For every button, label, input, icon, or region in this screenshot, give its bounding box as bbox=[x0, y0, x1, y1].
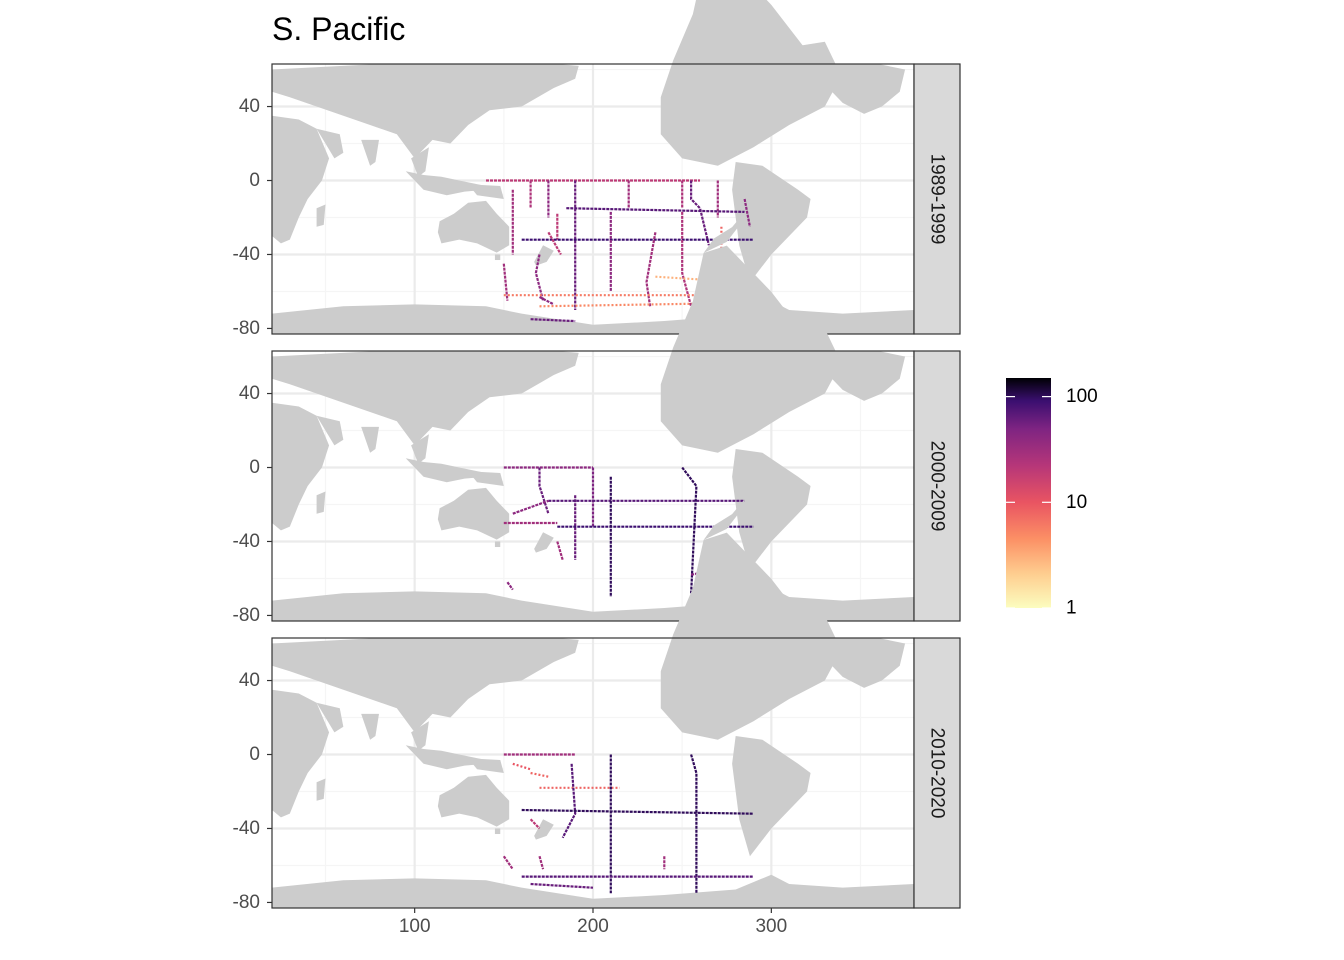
legend: 1 10 100 bbox=[1006, 378, 1098, 619]
data-track bbox=[502, 263, 509, 301]
legend-ticks: 1 10 100 bbox=[1006, 386, 1098, 619]
data-track bbox=[561, 763, 577, 839]
facet-panels: 1989-1999400-40-802000-2009400-40-802010… bbox=[233, 0, 961, 913]
chart-title: S. Pacific bbox=[272, 11, 405, 47]
facet-panel: 1989-1999 40 0 -40 -80 bbox=[233, 0, 961, 339]
data-track bbox=[681, 466, 698, 594]
data-track bbox=[506, 581, 514, 591]
x-axis: 100 200 300 bbox=[399, 908, 787, 937]
data-track bbox=[521, 808, 754, 815]
facet-strip-label: 2000-2009 bbox=[927, 441, 948, 532]
facet-strip bbox=[913, 637, 961, 909]
y-tick-label: 0 bbox=[249, 744, 260, 765]
x-tick-label: 100 bbox=[399, 916, 431, 937]
facet-strip-label: 2010-2020 bbox=[927, 728, 948, 819]
legend-label: 100 bbox=[1066, 386, 1098, 407]
facet-panel: 2010-2020 40 0 -40 -80 bbox=[233, 499, 961, 913]
data-track bbox=[534, 254, 545, 301]
y-tick-label: 40 bbox=[239, 383, 260, 404]
data-track bbox=[512, 499, 549, 515]
x-tick-label: 300 bbox=[755, 916, 787, 937]
y-tick-label: 40 bbox=[239, 670, 260, 691]
data-track bbox=[529, 818, 541, 830]
data-track bbox=[530, 882, 594, 889]
data-track bbox=[743, 198, 751, 227]
data-track bbox=[556, 541, 564, 561]
y-tick-label: -80 bbox=[233, 892, 260, 913]
facet-strip bbox=[913, 63, 961, 335]
y-tick-label: 0 bbox=[249, 170, 260, 191]
facet-panel: 2000-2009 40 0 -40 -80 bbox=[233, 212, 961, 626]
y-tick-label: 0 bbox=[249, 457, 260, 478]
data-track bbox=[547, 231, 562, 256]
y-tick-label: 40 bbox=[239, 96, 260, 117]
data-track bbox=[566, 207, 745, 213]
legend-label: 1 bbox=[1066, 598, 1077, 619]
data-track bbox=[502, 855, 514, 870]
data-track bbox=[690, 180, 710, 246]
y-tick-label: -40 bbox=[233, 244, 260, 265]
data-track bbox=[690, 754, 698, 894]
data-track bbox=[538, 467, 550, 515]
data-track bbox=[645, 232, 657, 307]
facet-strip-label: 1989-1999 bbox=[927, 154, 948, 245]
y-tick-label: -80 bbox=[233, 318, 260, 339]
legend-label: 10 bbox=[1066, 492, 1087, 513]
y-tick-label: -80 bbox=[233, 605, 260, 626]
legend-colorbar bbox=[1006, 378, 1051, 608]
data-track bbox=[512, 762, 531, 771]
data-track bbox=[538, 855, 545, 870]
data-track bbox=[530, 318, 576, 323]
data-track bbox=[538, 296, 555, 306]
y-tick-label: -40 bbox=[233, 531, 260, 552]
facet-strip bbox=[913, 350, 961, 622]
data-track bbox=[530, 771, 549, 778]
x-tick-label: 200 bbox=[577, 916, 609, 937]
y-tick-label: -40 bbox=[233, 818, 260, 839]
